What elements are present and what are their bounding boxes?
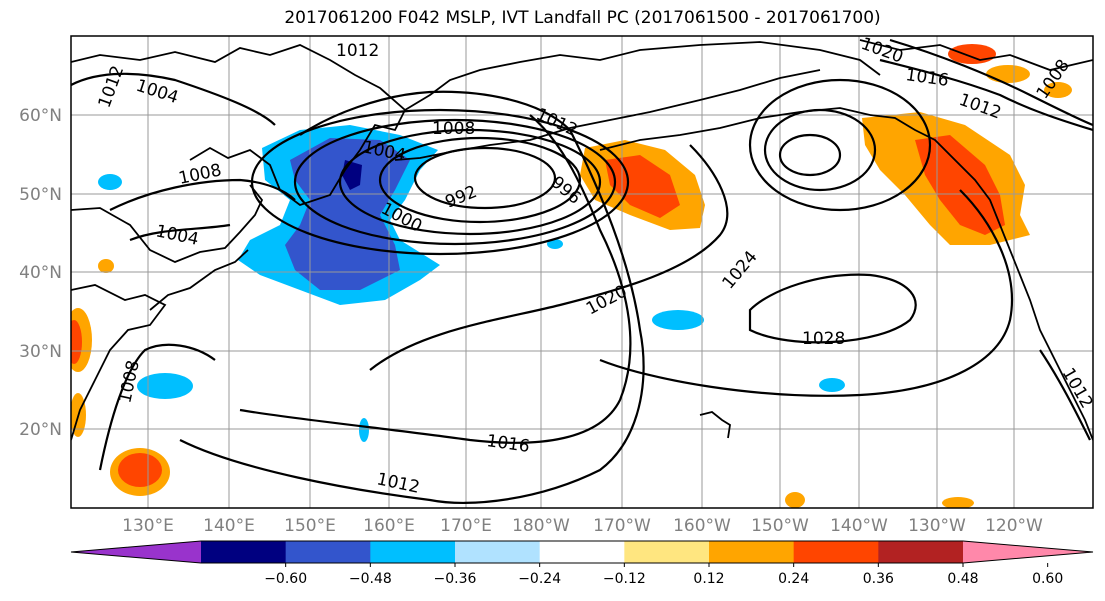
latitude-label: 40°N	[19, 263, 62, 283]
longitude-label: 160°E	[363, 516, 415, 536]
isobar-high-1012-north	[748, 78, 932, 212]
colorbar-tick-label: 0.12	[693, 571, 724, 587]
longitude-label: 170°W	[593, 516, 651, 536]
positive-blob-11	[98, 259, 114, 273]
latitude-label: 60°N	[19, 106, 62, 126]
colorbar-segment	[370, 541, 456, 563]
isobar-high-1020-north	[778, 133, 842, 177]
isobar-label: 1008	[432, 119, 475, 139]
colorbar-tick-label: 0.48	[947, 571, 978, 587]
map-title: 2017061200 F042 MSLP, IVT Landfall PC (2…	[284, 8, 881, 28]
colorbar-segment	[878, 541, 964, 563]
negative-blob-6	[547, 239, 563, 249]
coastline-china	[71, 284, 167, 441]
isobar-1004-west	[71, 72, 276, 126]
latitude-label: 30°N	[19, 342, 62, 362]
coastline-hawaii	[699, 411, 731, 439]
colorbar: −0.60 −0.48 −0.36 −0.24 −0.12 0.12 0.24 0.36 0.4…	[70, 540, 1094, 587]
coastline-north-america-west	[869, 114, 1093, 441]
colorbar-tick-label: −0.12	[603, 571, 646, 587]
isobar-1000	[338, 128, 602, 236]
coastline-japan	[149, 249, 249, 311]
latitude-labels: 60°N 50°N 40°N 30°N 20°N	[19, 106, 62, 440]
latitude-label: 50°N	[19, 185, 62, 205]
isobar-high-1016-north	[763, 108, 877, 192]
isobar-1024	[599, 189, 1014, 397]
coastline-alaska	[404, 41, 881, 111]
colorbar-tick-label: −0.48	[349, 571, 392, 587]
mslp-isobars	[71, 38, 1093, 504]
longitude-label: 170°E	[440, 516, 492, 536]
isobar-1004	[293, 118, 617, 246]
positive-ivt-region-1-inner	[605, 155, 680, 218]
positive-blob-2	[986, 65, 1030, 83]
positive-blob-3	[1044, 82, 1072, 98]
isobar-1012	[179, 90, 645, 504]
colorbar-segment	[624, 541, 710, 563]
colorbar-tick-label: −0.36	[434, 571, 477, 587]
colorbar-segment	[793, 541, 879, 563]
colorbar-tick-label: 0.36	[863, 571, 894, 587]
longitude-label: 180°W	[512, 516, 570, 536]
colorbar-tick-label: −0.24	[518, 571, 561, 587]
colorbar-segment	[455, 541, 541, 563]
negative-blob-4	[652, 310, 704, 330]
colorbar-tick-label: 0.60	[1032, 571, 1063, 587]
negative-ivt-region-inner	[285, 138, 410, 290]
colorbar-segment	[709, 541, 795, 563]
negative-blob-2	[137, 373, 193, 399]
isobar-label: 1028	[802, 329, 845, 349]
isobar-label: 1012	[336, 41, 379, 61]
colorbar-tick-label: −0.60	[264, 571, 307, 587]
coastline-asia-north	[71, 44, 407, 207]
coastline-arctic	[859, 39, 1093, 71]
colorbar-segment	[539, 541, 625, 563]
isobar-1016-east	[879, 58, 1093, 132]
positive-blob-10	[942, 497, 974, 508]
isobar-1008-china	[98, 343, 216, 471]
colorbar-segment	[285, 541, 371, 563]
longitude-label: 130°E	[122, 516, 174, 536]
coastline-asia-east	[71, 184, 264, 263]
isobar-1004-japan	[129, 223, 231, 242]
isobar-996	[378, 136, 582, 224]
longitude-label: 140°E	[203, 516, 255, 536]
map-frame	[70, 35, 1094, 509]
positive-blob-9	[785, 492, 805, 508]
isobar-1028	[748, 273, 917, 344]
longitude-label: 160°W	[673, 516, 731, 536]
isobar-1020	[369, 144, 729, 371]
coastline-alaska-south	[599, 107, 871, 151]
isobar-1012-east	[889, 38, 1093, 127]
latitude-label: 20°N	[19, 420, 62, 440]
longitude-label: 150°W	[751, 516, 809, 536]
colorbar-extension-high	[963, 541, 1093, 563]
negative-blob-3	[359, 418, 369, 442]
longitude-label: 120°W	[985, 516, 1043, 536]
colorbar-extension-low	[71, 541, 201, 563]
longitude-labels: 130°E 140°E 150°E 160°E 170°E 180°W 170°W 160°W…	[122, 516, 1043, 536]
positive-blob-5	[118, 453, 162, 487]
longitude-label: 150°E	[284, 516, 336, 536]
colorbar-tick-label: 0.24	[778, 571, 809, 587]
coastlines	[71, 39, 1093, 441]
isobar-1008-west	[109, 178, 296, 211]
longitude-label: 130°W	[908, 516, 966, 536]
negative-blob-5	[819, 378, 845, 392]
isobar-992	[413, 146, 557, 210]
colorbar-outline	[70, 540, 1094, 564]
isobar-1016	[239, 114, 632, 444]
isobar-1012-southeast	[1039, 349, 1091, 441]
longitude-label: 140°W	[830, 516, 888, 536]
colorbar-segment	[201, 541, 287, 563]
positive-blob-7	[71, 320, 82, 364]
negative-blob-1	[98, 174, 122, 190]
